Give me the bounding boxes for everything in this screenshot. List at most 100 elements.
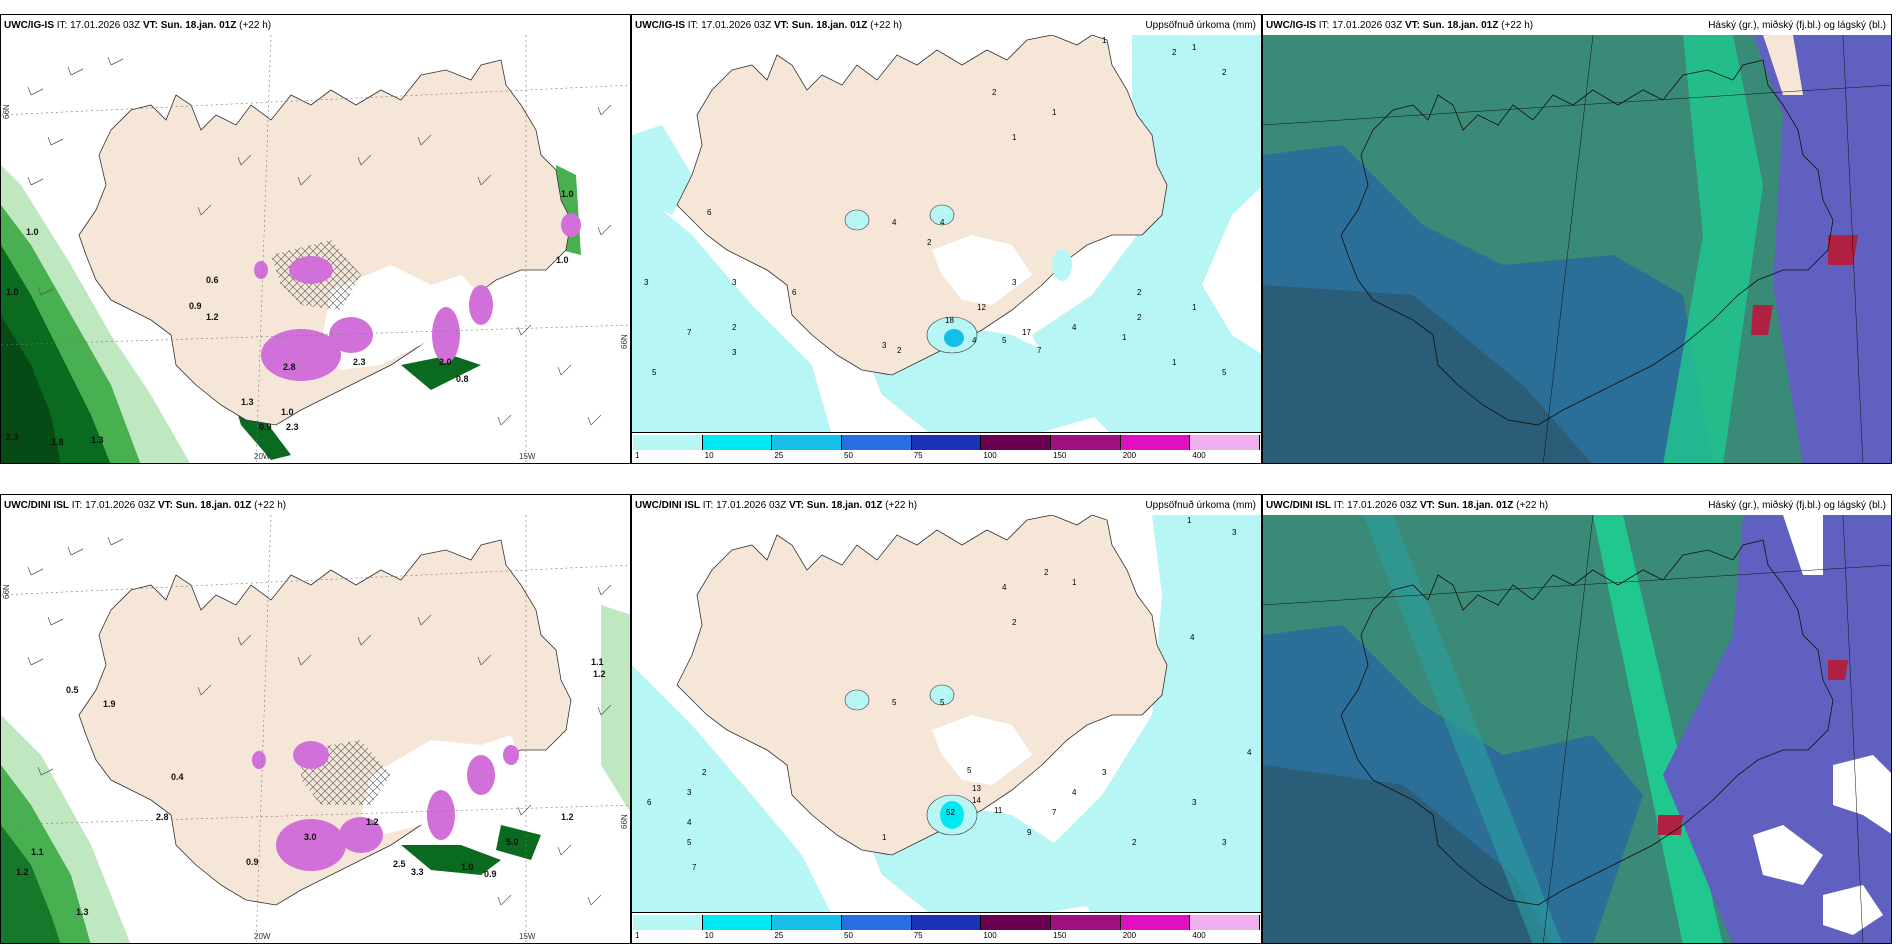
value-label: 7 xyxy=(1052,808,1057,817)
panel-cloud-dini: UWC/DINI ISL IT: 17.01.2026 03Z VT: Sun.… xyxy=(1262,494,1892,944)
panel-field-title: Háský (gr.), miðský (fj.bl.) og lágský (… xyxy=(1708,500,1886,511)
lat-label: 66N xyxy=(2,104,11,119)
colorbar-label: 200 xyxy=(1122,931,1137,940)
colorbar-labels: 1 10 25 50 75 100 150 200 400 xyxy=(633,931,1260,941)
colorbar-swatch xyxy=(702,915,773,930)
colorbar-swatch xyxy=(1051,915,1121,930)
value-label: 6 xyxy=(707,208,712,217)
panel-cloud-igis: UWC/IG-IS IT: 17.01.2026 03Z VT: Sun. 18… xyxy=(1262,14,1892,464)
colorbar-swatches xyxy=(633,915,1261,930)
value-label: 3 xyxy=(644,278,649,287)
value-label: 1 xyxy=(1122,333,1127,342)
colorbar-swatch xyxy=(1190,435,1261,450)
colorbar-label: 25 xyxy=(774,451,784,460)
value-label: 4 xyxy=(972,336,977,345)
value-label: 2 xyxy=(1172,48,1177,57)
value-label: 1.2 xyxy=(593,669,606,679)
value-label: 2 xyxy=(927,238,932,247)
iceland-land xyxy=(676,515,1168,856)
value-label: 5 xyxy=(652,368,657,377)
value-label: 0.5 xyxy=(66,685,79,695)
panel-field-title: Háský (gr.), miðský (fj.bl.) og lágský (… xyxy=(1708,20,1886,31)
value-label: 1 xyxy=(1072,578,1077,587)
panel-wind-dini: UWC/DINI ISL IT: 17.01.2026 03Z VT: Sun.… xyxy=(0,494,631,944)
value-label: 1.3 xyxy=(76,907,89,917)
value-label: 18 xyxy=(945,316,954,325)
value-label: 0.9 xyxy=(259,422,272,432)
value-label: 1.8 xyxy=(51,437,64,447)
value-label: 1.0 xyxy=(556,255,569,265)
colorbar-label: 400 xyxy=(1192,451,1206,460)
value-label: 2 xyxy=(1222,68,1227,77)
colorbar-swatch xyxy=(981,915,1052,930)
panel-precip-igis: UWC/IG-IS IT: 17.01.2026 03Z VT: Sun. 18… xyxy=(631,14,1262,464)
panel-header: UWC/DINI ISL IT: 17.01.2026 03Z VT: Sun.… xyxy=(1,495,630,515)
colorbar-label: 50 xyxy=(844,931,853,940)
value-label: 2.8 xyxy=(283,362,296,372)
value-label: 5 xyxy=(967,766,972,775)
panel-title: UWC/IG-IS IT: 17.01.2026 03Z VT: Sun. 18… xyxy=(1266,20,1534,31)
colorbar-label: 400 xyxy=(1192,931,1206,940)
value-label: 1 xyxy=(1192,303,1197,312)
colorbar-label: 1 xyxy=(635,931,640,940)
value-label: 3 xyxy=(687,788,692,797)
panel-title: UWC/DINI ISL IT: 17.01.2026 03Z VT: Sun.… xyxy=(1266,500,1549,511)
value-label: 9 xyxy=(1027,828,1032,837)
panel-precip-dini: UWC/DINI ISL IT: 17.01.2026 03Z VT: Sun.… xyxy=(631,494,1262,944)
value-label: 0.6 xyxy=(206,275,219,285)
lon-label: 15W xyxy=(519,452,536,461)
panel-wind-igis: UWC/IG-IS IT: 17.01.2026 03Z VT: Sun. 18… xyxy=(0,14,631,464)
colorbar-swatches xyxy=(633,435,1261,450)
colorbar: 1 10 25 50 75 100 150 200 400 xyxy=(632,432,1261,463)
colorbar-swatch xyxy=(1051,435,1121,450)
value-label: 3 xyxy=(732,348,737,357)
colorbar-label: 1 xyxy=(635,451,640,460)
value-label: 1 xyxy=(882,833,887,842)
value-label: 5 xyxy=(1002,336,1007,345)
colorbar-label: 75 xyxy=(913,451,923,460)
value-label: 52 xyxy=(946,808,955,817)
value-label: 1.2 xyxy=(206,312,219,322)
value-label: 1 xyxy=(1102,36,1107,45)
value-label: 1.1 xyxy=(591,657,604,667)
value-label: 2.8 xyxy=(156,812,169,822)
colorbar-label: 10 xyxy=(704,931,714,940)
cloud-map xyxy=(1263,35,1891,463)
lat-label: 66N xyxy=(620,814,629,829)
value-label: 2 xyxy=(1137,288,1142,297)
colorbar-swatch xyxy=(911,915,982,930)
panel-header: UWC/IG-IS IT: 17.01.2026 03Z VT: Sun. 18… xyxy=(1,15,630,35)
value-label: 0.9 xyxy=(189,301,202,311)
colorbar-swatch xyxy=(702,435,773,450)
value-label: 2 xyxy=(732,323,737,332)
iceland-land xyxy=(78,539,572,906)
value-label: 2 xyxy=(1044,568,1049,577)
value-label: 1 xyxy=(1012,133,1017,142)
value-label: 6 xyxy=(647,798,652,807)
value-label: 3 xyxy=(1232,528,1237,537)
value-label: 1.3 xyxy=(241,397,254,407)
value-label: 4 xyxy=(1072,788,1077,797)
value-label: 0.8 xyxy=(456,374,469,384)
panel-header: UWC/DINI ISL IT: 17.01.2026 03Z VT: Sun.… xyxy=(632,495,1261,515)
colorbar-swatch xyxy=(772,435,843,450)
value-label: 1.3 xyxy=(91,435,104,445)
value-label: 0.9 xyxy=(484,869,497,879)
value-label: 7 xyxy=(687,328,692,337)
value-label: 11 xyxy=(994,806,1003,815)
iceland-land xyxy=(676,35,1168,376)
lon-label: 20W xyxy=(254,932,271,941)
value-label: 1 xyxy=(1172,358,1177,367)
value-label: 4 xyxy=(1072,323,1077,332)
value-label: 1.0 xyxy=(561,189,574,199)
value-label: 5.0 xyxy=(506,837,519,847)
colorbar-label: 25 xyxy=(774,931,784,940)
value-label: 2 xyxy=(1137,313,1142,322)
precip-map: 1 2 1 2 2 1 1 3 6 4 4 2 3 6 7 2 5 3 12 1… xyxy=(632,35,1261,435)
lat-label: 66N xyxy=(620,334,629,349)
value-label: 2.0 xyxy=(439,357,452,367)
colorbar-swatch xyxy=(842,435,912,450)
value-label: 0.4 xyxy=(171,772,184,782)
value-label: 2 xyxy=(992,88,997,97)
value-label: 13 xyxy=(972,784,981,793)
